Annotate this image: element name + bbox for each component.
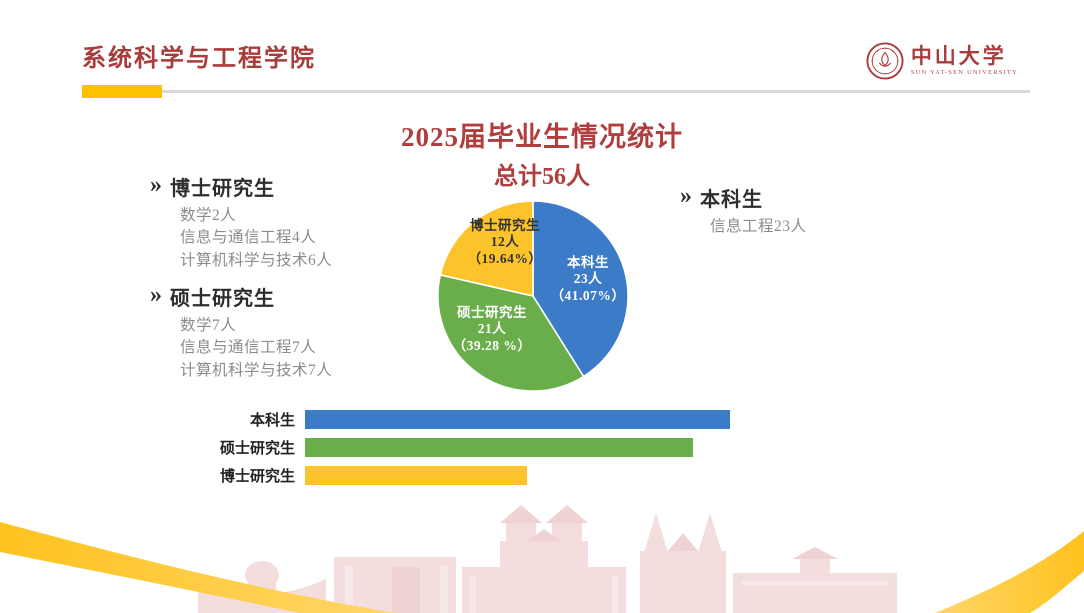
pie-label-doctoral: 博士研究生 12人 （19.64%）	[467, 218, 543, 266]
bar-row-master: 硕士研究生	[160, 437, 780, 457]
double-chevron-icon: »	[150, 171, 162, 198]
bar-fill	[305, 465, 527, 485]
group-undergraduate: » 本科生 信息工程23人	[680, 183, 807, 238]
bar-fill	[305, 409, 730, 429]
group-doctoral-title: 博士研究生	[170, 178, 275, 200]
double-chevron-icon: »	[150, 281, 162, 308]
bar-chart: 本科生 硕士研究生 博士研究生	[160, 409, 780, 493]
pie-svg	[437, 200, 629, 392]
pie-label-master: 硕士研究生 21人 （39.28 %）	[452, 305, 532, 353]
chart-title-line1: 2025届毕业生情况统计	[401, 122, 683, 152]
bar-category-label: 本科生	[249, 412, 295, 429]
university-logo: 中山大学 SUN YAT-SEN UNIVERSITY	[866, 42, 1018, 80]
bar-category-label: 博士研究生	[219, 468, 295, 485]
group-doctoral-detail: 信息与通信工程4人	[180, 229, 317, 247]
group-master: » 硕士研究生 数学7人 信息与通信工程7人 计算机科学与技术7人	[150, 282, 332, 382]
group-doctoral-detail: 计算机科学与技术6人	[180, 251, 333, 269]
group-master-title: 硕士研究生	[170, 288, 275, 310]
bar-category-label: 硕士研究生	[219, 440, 295, 457]
university-seal-icon	[866, 42, 904, 80]
bar-row-doctoral: 博士研究生	[160, 465, 780, 485]
group-master-detail: 信息与通信工程7人	[180, 339, 317, 357]
pie-label-undergraduate: 本科生 23人 （41.07%）	[550, 255, 626, 303]
university-name: 中山大学	[910, 43, 1007, 68]
group-doctoral-detail: 数学2人	[180, 207, 237, 224]
group-doctoral: » 博士研究生 数学2人 信息与通信工程4人 计算机科学与技术6人	[150, 172, 332, 272]
double-chevron-icon: »	[680, 182, 692, 209]
chart-title-line2: 总计56人	[494, 164, 590, 190]
group-master-detail: 计算机科学与技术7人	[180, 361, 333, 379]
university-name-en: SUN YAT-SEN UNIVERSITY	[910, 68, 1018, 76]
bar-row-undergraduate: 本科生	[160, 409, 780, 429]
bar-fill	[305, 437, 694, 457]
pie-chart	[435, 198, 631, 394]
page-title: 系统科学与工程学院	[82, 46, 316, 72]
group-master-detail: 数学7人	[180, 317, 237, 334]
header-accent-bar	[82, 85, 162, 98]
header-divider	[82, 90, 1030, 93]
campus-buildings-illustration	[198, 505, 897, 613]
group-undergraduate-title: 本科生	[700, 189, 763, 211]
group-undergraduate-detail: 信息工程23人	[710, 218, 807, 235]
chart-title: 2025届毕业生情况统计 总计56人	[0, 115, 1084, 191]
